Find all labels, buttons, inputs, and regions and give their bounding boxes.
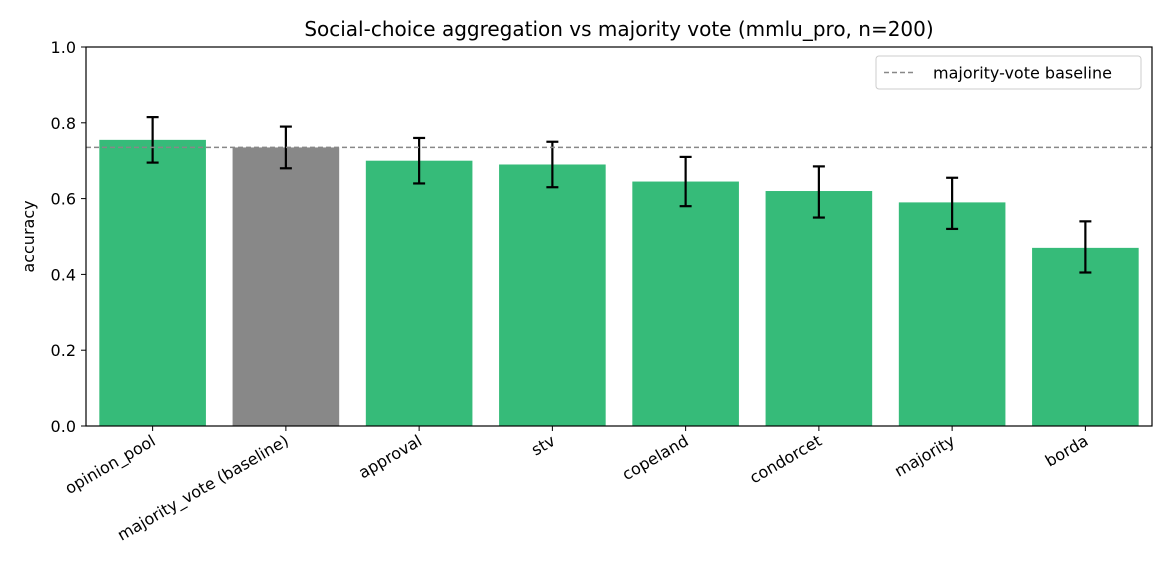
legend: majority-vote baseline	[875, 55, 1142, 90]
x-tick-label: approval	[355, 431, 425, 482]
error-bar-4	[679, 155, 692, 208]
y-tick-label: 0.4	[51, 265, 76, 284]
legend-box	[875, 55, 1142, 90]
x-tick-label: stv	[528, 431, 558, 459]
chart-title: Social-choice aggregation vs majority vo…	[304, 17, 933, 41]
y-tick-label: 0.2	[51, 341, 76, 360]
y-tick-label: 0.0	[51, 417, 76, 436]
axes-frame	[85, 46, 1153, 427]
error-bar-3	[546, 140, 559, 189]
error-bar-5	[812, 165, 825, 219]
y-axis-label: accuracy	[19, 200, 38, 272]
error-bar-7	[1079, 220, 1092, 274]
x-tick-label: opinion_pool	[62, 431, 160, 499]
error-bar-0	[146, 116, 159, 164]
x-tick-label: majority	[891, 431, 958, 481]
error-bar-2	[413, 136, 426, 185]
x-tick-label: condorcet	[746, 431, 825, 487]
x-tick-label: borda	[1042, 431, 1092, 471]
bar-6	[898, 202, 1006, 426]
y-tick-label: 1.0	[51, 38, 76, 57]
y-tick-label: 0.6	[51, 190, 76, 209]
y-tick-label: 0.8	[51, 114, 76, 133]
error-bar-1	[279, 125, 292, 170]
bar-1	[232, 147, 340, 426]
legend-baseline-label: majority-vote baseline	[933, 64, 1112, 83]
bar-3	[499, 164, 606, 427]
bar-0	[99, 139, 206, 427]
bar-5	[765, 191, 873, 426]
bar-2	[365, 160, 473, 426]
bar-7	[1032, 247, 1139, 426]
x-tick-label: copeland	[619, 431, 692, 484]
error-bar-6	[946, 176, 959, 231]
bar-4	[632, 181, 739, 426]
